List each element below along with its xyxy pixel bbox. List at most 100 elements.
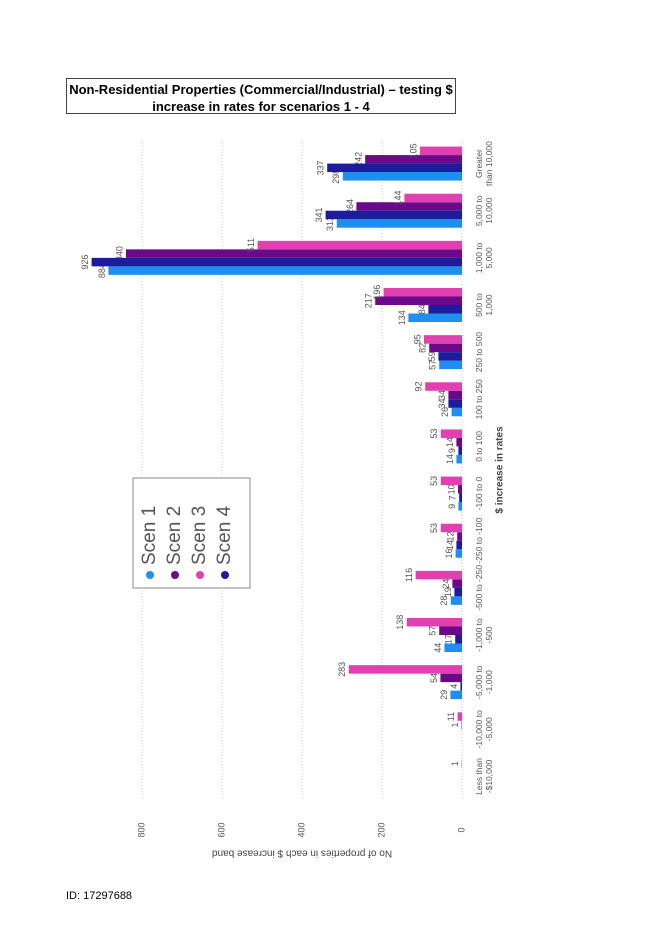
data-label: 134 <box>397 310 407 325</box>
data-label: 82 <box>418 343 428 353</box>
x-tick-label: 5,000 to 10,000 <box>474 195 494 227</box>
bar <box>458 446 462 455</box>
legend-swatch <box>196 571 204 579</box>
data-label: 7 <box>448 495 458 500</box>
data-label: 242 <box>354 152 364 167</box>
data-label: 57 <box>428 626 438 636</box>
data-label: 1 <box>450 761 460 766</box>
bar <box>457 532 462 541</box>
bar <box>455 549 462 558</box>
bar <box>404 193 462 203</box>
data-label: 54 <box>429 673 439 683</box>
data-label: 24 <box>441 579 451 589</box>
legend-label: Scen 1 <box>139 506 160 565</box>
bar <box>429 343 462 353</box>
x-tick-label: 250 to 500 <box>474 332 484 373</box>
data-label: 337 <box>316 160 326 175</box>
bar <box>458 502 462 511</box>
data-label: 57 <box>428 360 438 370</box>
x-tick-label-box: -100 to 0 <box>474 476 484 511</box>
legend-swatch <box>171 571 179 579</box>
data-label: 53 <box>429 429 439 439</box>
data-label: 29 <box>439 690 449 700</box>
data-label: 283 <box>337 662 347 677</box>
bar <box>440 673 462 683</box>
data-label: 196 <box>372 285 382 300</box>
legend-swatch <box>146 571 154 579</box>
bar <box>460 682 462 691</box>
bar <box>424 335 462 344</box>
bar <box>383 288 462 297</box>
bar <box>440 429 462 438</box>
bar <box>438 352 462 361</box>
chart-title: Non-Residential Properties (Commercial/I… <box>66 78 456 114</box>
bar <box>448 399 462 408</box>
bar <box>458 485 462 494</box>
bar <box>450 690 462 700</box>
bar <box>451 407 462 417</box>
bar <box>450 596 462 605</box>
data-label: 19 <box>443 587 453 597</box>
bar <box>356 202 462 211</box>
x-tick-label: -10,000 to -5,000 <box>474 710 494 749</box>
bar <box>444 643 462 652</box>
data-label: 34 <box>437 390 447 400</box>
legend-label: Scen 3 <box>189 506 210 565</box>
x-tick-label-box: 0 to 100 <box>474 431 484 462</box>
bar <box>257 240 462 250</box>
footer: ID: 17297688 <box>66 890 133 902</box>
bar <box>459 493 462 503</box>
data-label: 95 <box>412 334 422 344</box>
bar <box>440 476 462 486</box>
legend-label: Scen 4 <box>214 505 235 565</box>
y-tick-label: 200 <box>376 822 386 837</box>
legend-box <box>132 477 251 589</box>
bar <box>408 313 462 322</box>
bar <box>406 618 462 627</box>
bar <box>365 155 462 164</box>
x-tick-label-box: -1,000 to -500 <box>474 618 494 652</box>
y-tick-label: 800 <box>136 822 146 837</box>
x-tick-label-box: -10,000 to -5,000 <box>474 710 494 749</box>
bar <box>448 390 462 400</box>
y-tick-label: 600 <box>216 822 226 837</box>
x-tick-label-box: -250 to -100 <box>474 518 484 564</box>
data-label: 92 <box>414 382 424 392</box>
x-axis-label: $ increase in rates <box>495 426 506 514</box>
data-label: 116 <box>404 568 414 582</box>
bar <box>428 305 462 314</box>
bar <box>325 210 462 220</box>
data-label: 14 <box>445 437 455 447</box>
bar <box>425 382 462 391</box>
bar <box>456 540 462 550</box>
x-tick-label: 0 to 100 <box>474 431 484 462</box>
bar <box>91 257 462 267</box>
data-label: 17 <box>444 634 454 644</box>
bar <box>126 249 462 258</box>
data-label: 926 <box>80 255 90 270</box>
x-tick-label: 100 to 250 <box>474 379 484 420</box>
bar <box>456 454 462 464</box>
x-tick-label: -100 to 0 <box>474 476 484 511</box>
bar <box>415 570 462 580</box>
data-label: 53 <box>429 476 439 486</box>
x-tick-label: Less than -$10,000 <box>474 758 494 795</box>
x-tick-label: -1,000 to -500 <box>474 618 494 652</box>
data-label: 298 <box>331 169 341 184</box>
data-label: 313 <box>325 216 335 231</box>
data-label: 28 <box>439 596 449 606</box>
data-label: 53 <box>429 523 439 533</box>
legend-swatch <box>221 571 229 579</box>
bar <box>452 579 462 588</box>
x-tick-label: Greater than 10,000 <box>474 141 494 187</box>
x-tick-label-box: Less than -$10,000 <box>474 758 494 795</box>
data-label: 105 <box>408 143 418 158</box>
x-tick-label-box: 5,000 to 10,000 <box>474 195 494 227</box>
x-tick-label: -5,000 to -1,000 <box>474 665 494 699</box>
bar <box>348 665 462 674</box>
bar <box>454 587 462 597</box>
data-label: 1 <box>450 723 460 728</box>
bar <box>439 626 462 635</box>
bar <box>440 523 462 533</box>
